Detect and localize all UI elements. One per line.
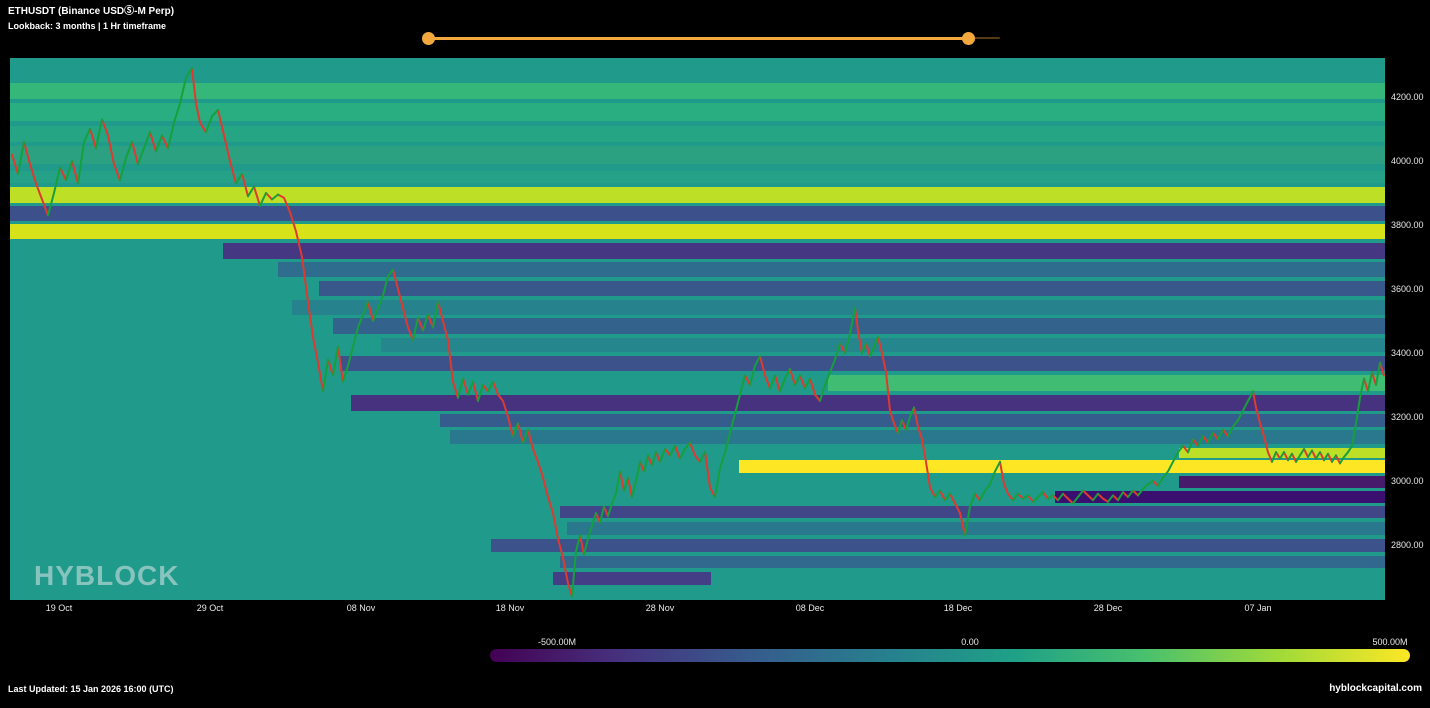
price-tick-label: 3000.00	[1391, 476, 1424, 486]
date-tick-label: 19 Oct	[45, 603, 73, 613]
chart-header: ETHUSDT (Binance USDⓈ-M Perp) Lookback: …	[8, 6, 174, 32]
slider-active-range[interactable]	[428, 36, 968, 40]
liquidation-level-band	[560, 555, 1385, 568]
liquidation-level-band	[381, 338, 1385, 353]
symbol-title: ETHUSDT (Binance USDⓈ-M Perp)	[8, 6, 175, 17]
date-tick-label: 07 Jan	[1244, 603, 1272, 613]
price-tick-label: 3400.00	[1391, 348, 1424, 358]
liquidation-level-band	[10, 223, 1385, 240]
liquidation-level-band	[738, 459, 1385, 474]
liquidation-level-band	[10, 103, 1385, 121]
website-text: hyblockcapital.com	[1329, 683, 1422, 694]
liquidation-level-band	[10, 146, 1385, 165]
price-line-layer	[11, 67, 1385, 598]
date-tick-label: 18 Nov	[495, 603, 525, 613]
liquidation-level-band	[319, 281, 1385, 296]
liquidation-level-band	[223, 242, 1385, 259]
liquidation-level-band	[333, 318, 1385, 334]
price-tick-label: 4000.00	[1391, 156, 1424, 166]
colorbar-tick-label: 500.00M	[1372, 637, 1408, 647]
liquidation-level-band	[10, 186, 1385, 204]
date-tick-label: 29 Oct	[196, 603, 224, 613]
lookback-subtitle: Lookback: 3 months | 1 Hr timeframe	[8, 20, 167, 31]
colorbar-tick-label: -500.00M	[537, 637, 577, 647]
price-tick-label: 4200.00	[1391, 92, 1424, 102]
liquidation-level-band	[491, 538, 1385, 552]
date-tick-label: 18 Dec	[943, 603, 973, 613]
liquidation-level-band	[1178, 447, 1385, 458]
liquidation-level-band	[440, 413, 1385, 428]
price-tick-label: 3200.00	[1391, 412, 1424, 422]
price-tick-label: 3600.00	[1391, 284, 1424, 294]
colorbar-legend	[490, 649, 1410, 662]
colorbar-tick-label: 0.00	[961, 637, 979, 647]
date-tick-label: 28 Dec	[1093, 603, 1123, 613]
liquidation-level-band	[828, 375, 1385, 391]
liquidation-level-band	[291, 300, 1385, 315]
date-tick-label: 08 Dec	[795, 603, 825, 613]
liquidation-level-band	[553, 571, 712, 586]
price-tick-label: 2800.00	[1391, 540, 1424, 550]
liquidation-level-band	[1178, 475, 1385, 488]
date-tick-label: 28 Nov	[645, 603, 675, 613]
price-tick-label: 3800.00	[1391, 220, 1424, 230]
liquidation-level-band	[10, 125, 1385, 143]
liquidation-level-band	[566, 521, 1385, 536]
liquidation-level-band	[278, 261, 1385, 277]
slider-handle-left[interactable]	[421, 31, 435, 45]
liquidation-level-band	[351, 395, 1385, 411]
liquidation-level-band	[450, 430, 1385, 444]
heatmap-chart-canvas[interactable]: HYBLOCK	[10, 58, 1385, 600]
last-updated-text: Last Updated: 15 Jan 2026 16:00 (UTC)	[8, 684, 174, 694]
date-tick-label: 08 Nov	[346, 603, 376, 613]
liquidation-level-band	[560, 505, 1385, 519]
liquidation-level-band	[10, 171, 1385, 184]
liquidation-level-band	[10, 205, 1385, 222]
liquidation-level-band	[340, 356, 1385, 371]
hyblock-watermark: HYBLOCK	[34, 560, 180, 591]
liquidation-level-band	[10, 82, 1385, 99]
slider-handle-right[interactable]	[961, 31, 975, 45]
